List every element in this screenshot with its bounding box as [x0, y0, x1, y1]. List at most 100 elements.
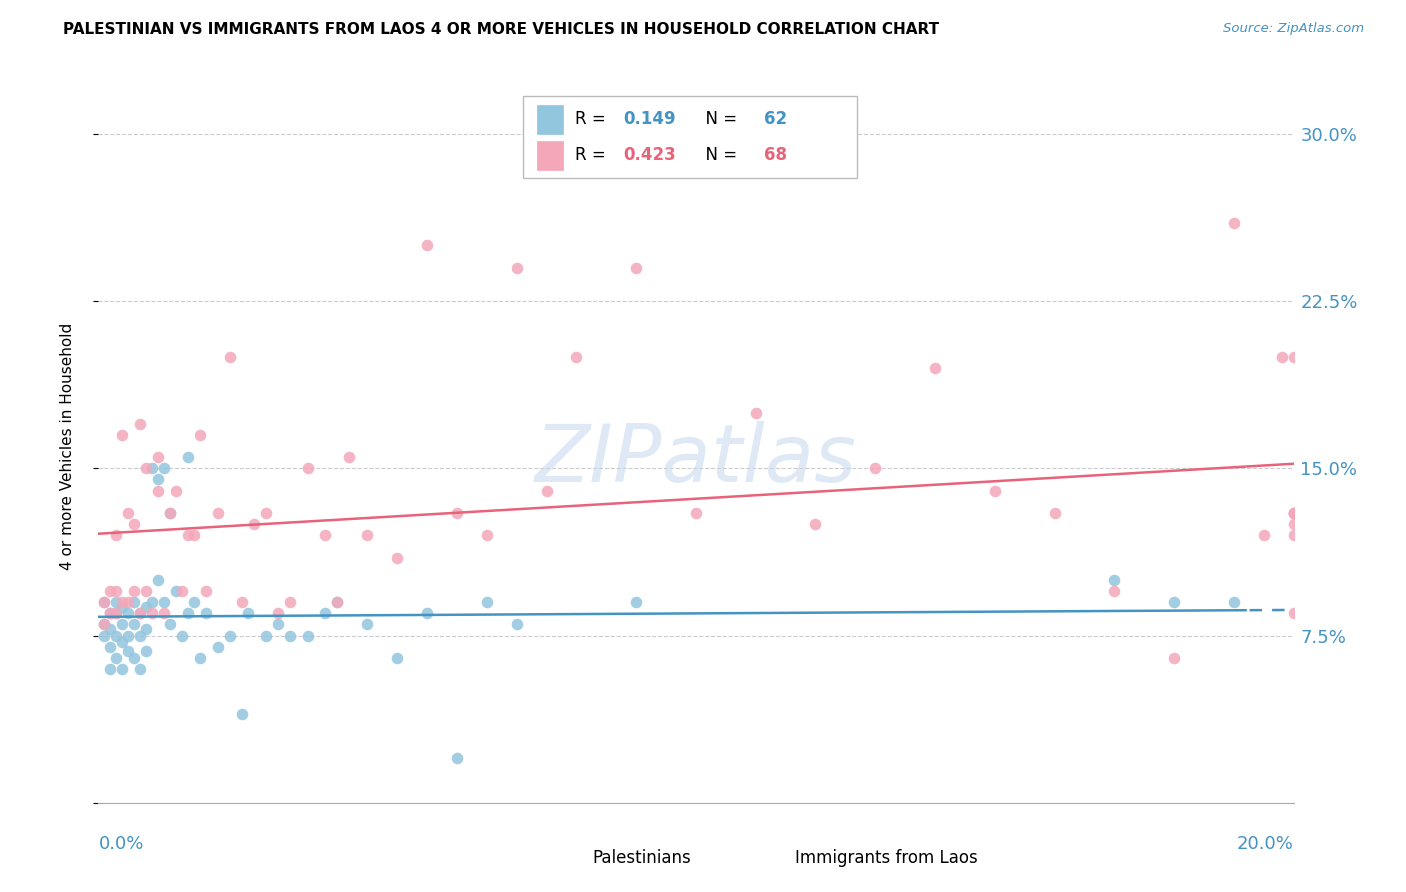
Point: [141, 607, 163, 621]
Point: [153, 607, 176, 621]
Point: [506, 617, 529, 632]
Point: [117, 506, 139, 520]
Point: [207, 640, 229, 654]
FancyBboxPatch shape: [537, 141, 564, 169]
Point: [129, 607, 152, 621]
Point: [111, 599, 134, 614]
Point: [315, 528, 337, 542]
Point: [105, 607, 128, 621]
Point: [416, 238, 439, 252]
Point: [159, 617, 181, 632]
Point: [1223, 216, 1246, 230]
Point: [236, 607, 259, 621]
Point: [105, 607, 128, 621]
Point: [177, 450, 200, 465]
Point: [254, 628, 277, 642]
Point: [117, 607, 139, 621]
Point: [1104, 573, 1126, 587]
Point: [195, 583, 218, 598]
Point: [165, 583, 187, 598]
Point: [93, 617, 115, 632]
Point: [1282, 528, 1305, 542]
Point: [148, 450, 170, 465]
Point: [219, 350, 242, 364]
Point: [243, 517, 266, 532]
Text: PALESTINIAN VS IMMIGRANTS FROM LAOS 4 OR MORE VEHICLES IN HOUSEHOLD CORRELATION : PALESTINIAN VS IMMIGRANTS FROM LAOS 4 OR…: [63, 22, 939, 37]
Point: [865, 461, 887, 475]
Point: [475, 595, 498, 609]
Point: [148, 473, 170, 487]
Point: [129, 607, 152, 621]
Point: [177, 607, 200, 621]
Point: [804, 517, 827, 532]
Text: R =: R =: [575, 146, 612, 164]
Point: [1043, 506, 1066, 520]
Point: [984, 483, 1007, 498]
Point: [93, 617, 115, 632]
Point: [93, 595, 115, 609]
Point: [231, 595, 253, 609]
Point: [356, 528, 378, 542]
Point: [177, 528, 200, 542]
Point: [1282, 607, 1305, 621]
Point: [183, 595, 205, 609]
Point: [326, 595, 349, 609]
Point: [111, 427, 134, 442]
Point: [129, 662, 152, 676]
Text: 68: 68: [763, 146, 787, 164]
Point: [93, 595, 115, 609]
Point: [626, 595, 648, 609]
Point: [135, 461, 157, 475]
Point: [111, 662, 134, 676]
Point: [183, 528, 205, 542]
Point: [685, 506, 707, 520]
FancyBboxPatch shape: [537, 105, 564, 134]
Point: [267, 617, 290, 632]
Point: [297, 628, 319, 642]
Point: [124, 517, 146, 532]
Text: N =: N =: [695, 111, 742, 128]
Point: [745, 405, 768, 420]
Point: [135, 583, 157, 598]
Point: [278, 595, 301, 609]
Point: [105, 595, 128, 609]
Point: [117, 644, 139, 658]
Point: [385, 651, 409, 665]
Text: Source: ZipAtlas.com: Source: ZipAtlas.com: [1223, 22, 1364, 36]
Text: 0.0%: 0.0%: [98, 835, 143, 853]
Point: [1163, 651, 1185, 665]
Point: [124, 595, 146, 609]
Text: R =: R =: [575, 111, 612, 128]
Point: [267, 607, 290, 621]
Point: [1271, 350, 1294, 364]
Point: [188, 427, 211, 442]
Point: [135, 622, 157, 636]
Point: [172, 583, 194, 598]
Point: [1253, 528, 1275, 542]
Point: [356, 617, 378, 632]
Point: [159, 506, 181, 520]
Point: [385, 550, 409, 565]
Point: [446, 751, 468, 765]
Point: [124, 583, 146, 598]
Text: N =: N =: [695, 146, 742, 164]
Point: [129, 628, 152, 642]
Point: [188, 651, 211, 665]
Point: [924, 360, 946, 375]
Point: [159, 506, 181, 520]
Point: [339, 450, 360, 465]
Point: [117, 628, 139, 642]
Point: [1282, 506, 1305, 520]
Point: [1104, 583, 1126, 598]
Point: [129, 417, 152, 431]
Point: [1282, 506, 1305, 520]
Point: [153, 461, 176, 475]
Point: [105, 528, 128, 542]
Text: Immigrants from Laos: Immigrants from Laos: [796, 849, 979, 867]
Point: [278, 628, 301, 642]
Point: [100, 662, 122, 676]
Point: [565, 350, 588, 364]
Point: [124, 617, 146, 632]
Text: 62: 62: [763, 111, 787, 128]
Point: [172, 628, 194, 642]
